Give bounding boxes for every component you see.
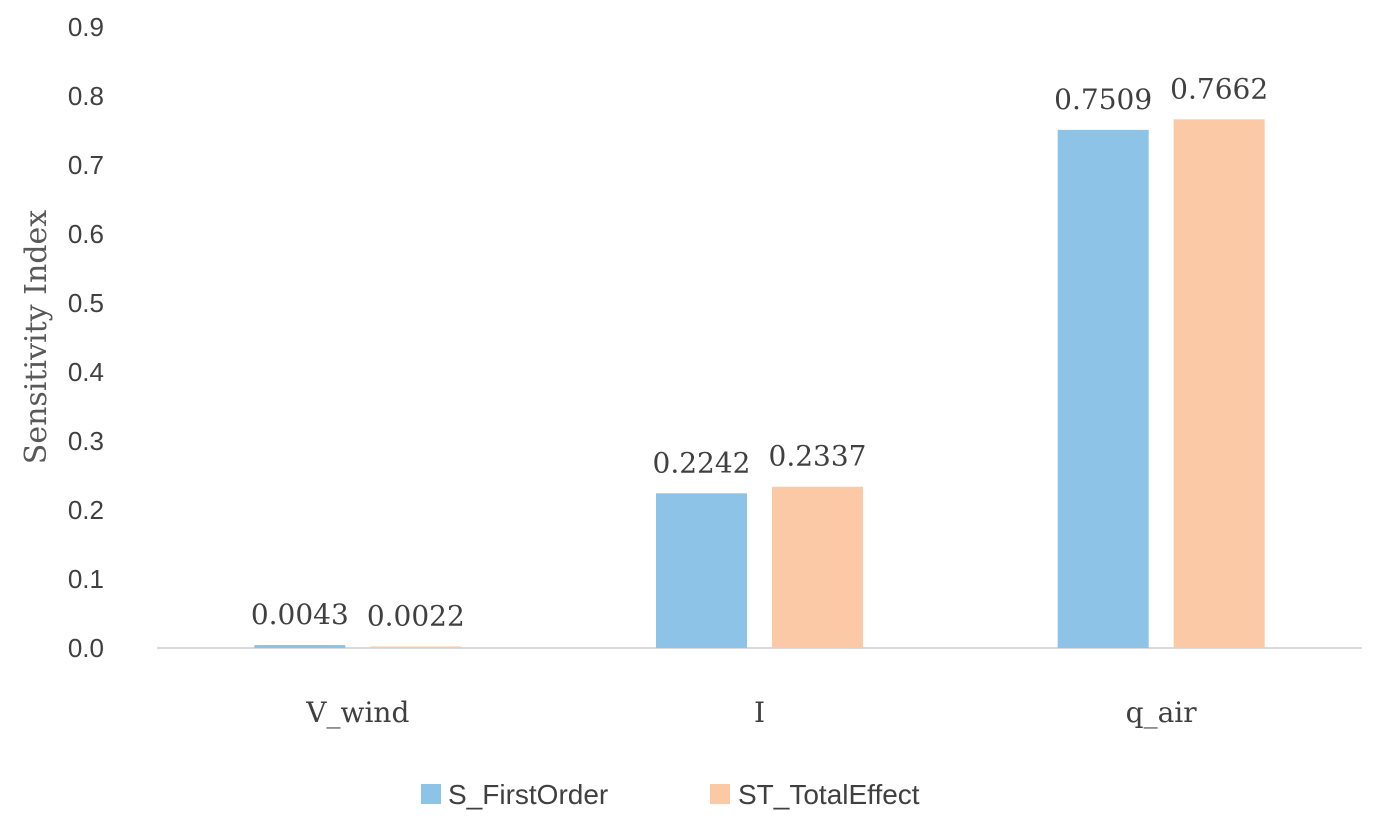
y-tick-label: 0.1 [68, 564, 104, 594]
bar-ST_TotalEffect-I [772, 486, 863, 648]
bar-S_FirstOrder-I [656, 493, 747, 648]
data-label: 0.2337 [769, 440, 867, 473]
bar-S_FirstOrder-V_wind [254, 645, 346, 648]
bar-ST_TotalEffect-V_wind [370, 646, 462, 648]
data-label: 0.7662 [1170, 72, 1268, 105]
y-tick-label: 0.5 [68, 288, 104, 318]
y-tick-label: 0.7 [68, 150, 104, 180]
x-category-label: q_air [1126, 696, 1198, 729]
legend-swatch [421, 784, 441, 804]
bar-S_FirstOrder-q_air [1057, 129, 1149, 648]
y-tick-label: 0.9 [68, 12, 104, 42]
legend-label: S_FirstOrder [448, 779, 608, 810]
y-tick-label: 0.4 [68, 357, 104, 387]
data-label: 0.7509 [1054, 83, 1152, 116]
y-tick-label: 0.8 [68, 81, 104, 111]
data-label: 0.2242 [653, 446, 751, 479]
y-axis-title: Sensitivity Index [19, 210, 54, 464]
y-tick-label: 0.6 [68, 219, 104, 249]
data-label: 0.0022 [367, 599, 465, 632]
bar-ST_TotalEffect-q_air [1173, 119, 1265, 648]
x-category-label: I [754, 696, 765, 729]
legend-label: ST_TotalEffect [738, 779, 920, 810]
data-label: 0.0043 [251, 598, 349, 631]
x-category-label: V_wind [305, 696, 409, 729]
data-labels: 0.0043 0.0022 0.2242 0.2337 0.7509 0.7662 [251, 72, 1268, 632]
y-tick-label: 0.3 [68, 426, 104, 456]
bars [254, 119, 1265, 648]
legend: S_FirstOrder ST_TotalEffect [421, 779, 920, 810]
legend-swatch [710, 784, 730, 804]
y-axis-ticks: 0.0 0.1 0.2 0.3 0.4 0.5 0.6 0.7 0.8 0.9 [68, 12, 104, 663]
y-tick-label: 0.0 [68, 633, 104, 663]
y-tick-label: 0.2 [68, 495, 104, 525]
